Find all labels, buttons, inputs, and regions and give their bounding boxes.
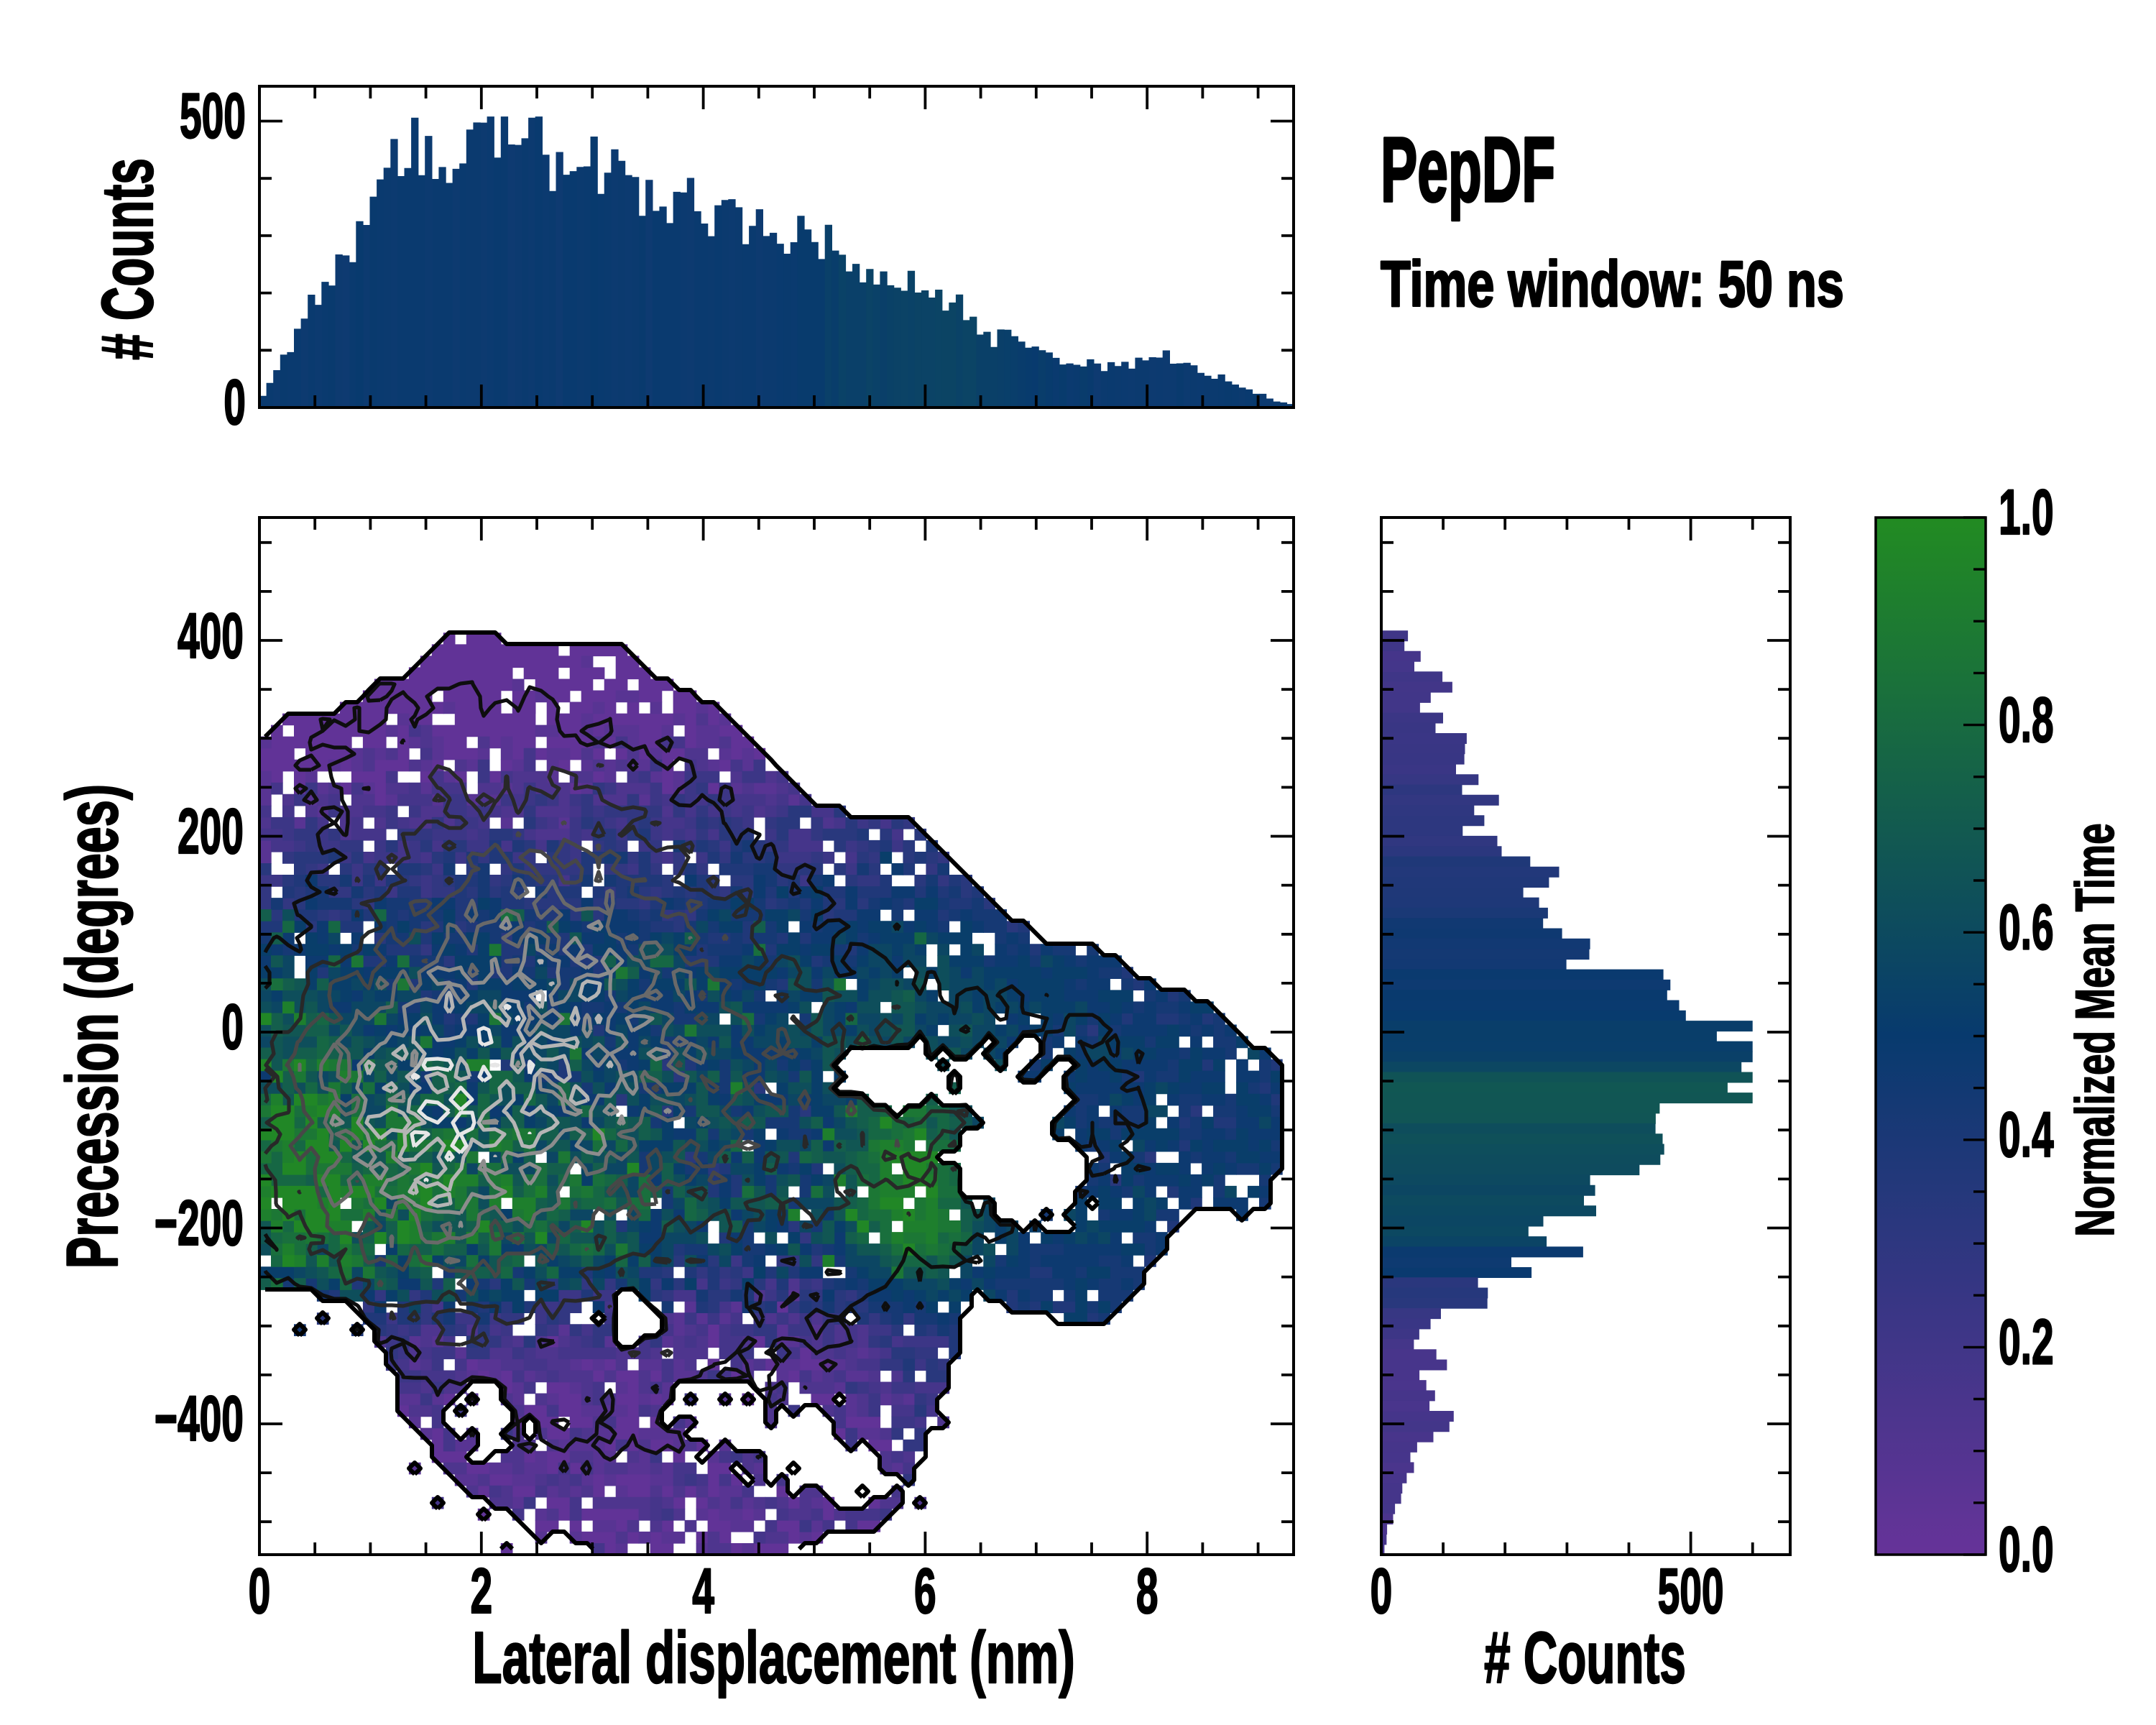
svg-text:0: 0	[221, 991, 244, 1063]
svg-text:Normalized Mean Time: Normalized Mean Time	[2065, 823, 2126, 1236]
svg-text:500: 500	[1658, 1555, 1724, 1627]
svg-text:0.2: 0.2	[1999, 1306, 2054, 1378]
svg-text:4: 4	[692, 1555, 714, 1627]
svg-text:8: 8	[1136, 1555, 1158, 1627]
svg-text:500: 500	[180, 80, 246, 152]
svg-text:−200: −200	[155, 1187, 244, 1259]
svg-text:# Counts: # Counts	[88, 158, 169, 360]
svg-text:400: 400	[178, 599, 244, 671]
svg-text:0: 0	[249, 1555, 271, 1627]
svg-text:Time window: 50 ns: Time window: 50 ns	[1381, 248, 1844, 320]
svg-text:2: 2	[470, 1555, 492, 1627]
svg-text:200: 200	[178, 796, 244, 868]
svg-text:PepDF: PepDF	[1381, 119, 1555, 221]
svg-text:0: 0	[224, 367, 246, 438]
svg-text:# Counts: # Counts	[1484, 1618, 1686, 1699]
svg-text:0: 0	[1370, 1555, 1393, 1627]
svg-text:0.6: 0.6	[1999, 891, 2054, 963]
svg-text:Precession (degrees): Precession (degrees)	[52, 784, 133, 1269]
svg-text:0.8: 0.8	[1999, 684, 2054, 755]
svg-text:0.0: 0.0	[1999, 1514, 2054, 1586]
svg-text:1.0: 1.0	[1999, 477, 2054, 548]
svg-text:−400: −400	[155, 1383, 244, 1455]
svg-text:0.4: 0.4	[1999, 1098, 2054, 1170]
svg-text:6: 6	[914, 1555, 936, 1627]
svg-text:Lateral displacement (nm): Lateral displacement (nm)	[472, 1618, 1074, 1699]
